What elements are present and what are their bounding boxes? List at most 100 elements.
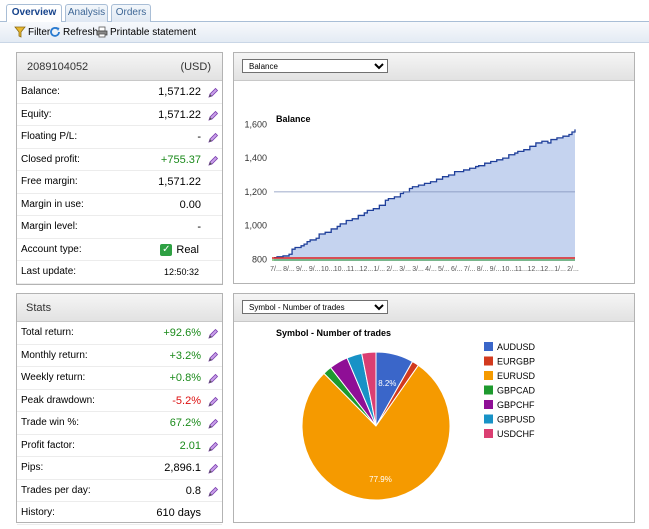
legend-label: GBPCHF: [497, 400, 535, 410]
stats-row-label: Profit factor:: [21, 439, 75, 451]
stats-header: Stats: [17, 294, 222, 322]
edit-pencil-button[interactable]: [207, 417, 219, 440]
account-row-value: -: [197, 221, 201, 233]
edit-pencil-button[interactable]: [207, 109, 219, 132]
stats-row: Total return: +92.6%: [17, 322, 222, 345]
edit-pencil-button[interactable]: [207, 485, 219, 508]
account-row-label: Free margin:: [21, 176, 78, 187]
edit-pencil-button[interactable]: [207, 372, 219, 395]
edit-pencil-icon[interactable]: [207, 155, 219, 167]
stats-row-value: +92.6%: [163, 327, 201, 339]
edit-pencil-button[interactable]: [207, 154, 219, 177]
stats-row: Profit factor: 2.01: [17, 435, 222, 457]
refresh-label: Refresh: [63, 27, 99, 38]
account-type-value: Real: [176, 243, 199, 256]
stats-row-value: -5.2%: [172, 394, 201, 407]
x-tick-label: 1/...: [554, 266, 566, 273]
balance-chart-title: Balance: [276, 114, 311, 124]
account-row: Closed profit: +755.37: [17, 149, 222, 171]
legend-swatch: [484, 385, 493, 395]
edit-pencil-button[interactable]: [207, 395, 219, 418]
edit-pencil-icon[interactable]: [207, 132, 219, 144]
account-row-label: Margin in use:: [21, 198, 84, 210]
stats-row-value: +3.2%: [169, 349, 202, 362]
account-row-value: 1,571.22: [158, 86, 201, 98]
x-tick-label: 9/...: [490, 266, 502, 273]
refresh-icon: [50, 27, 60, 38]
edit-pencil-button[interactable]: [207, 350, 219, 373]
pie-slice-usdchf: [361, 351, 377, 427]
stats-row-value: 2,896.1: [164, 462, 201, 474]
stats-row: Pips: 2,896.1: [17, 457, 222, 480]
x-tick-label: 9/...: [309, 266, 321, 273]
x-tick-label: 12...: [360, 266, 374, 273]
account-row: Balance: 1,571.22: [17, 81, 222, 104]
edit-pencil-button[interactable]: [207, 131, 219, 154]
pie-panel: Symbol - Number of trades Symbol - Numbe…: [233, 293, 635, 523]
edit-pencil-icon[interactable]: [207, 351, 219, 363]
edit-pencil-icon[interactable]: [207, 463, 219, 475]
pie-chart: Symbol - Number of trades 8.2% 77.9% AUDUSD…: [276, 328, 536, 501]
x-tick-label: 9/...: [296, 266, 308, 273]
edit-pencil-button[interactable]: [207, 86, 219, 109]
edit-pencil-icon[interactable]: [207, 373, 219, 385]
edit-pencil-button[interactable]: [207, 327, 219, 350]
balance-panel: Balance Balance 800 1,000 1,200 1,400 1,600 7/…: [233, 52, 635, 284]
stats-row-label: Peak drawdown:: [21, 394, 95, 406]
stats-row-value: 2.01: [179, 439, 201, 452]
y-tick-label: 1,200: [244, 187, 267, 197]
tab-orders[interactable]: Orders: [111, 4, 151, 22]
filter-label: Filter: [28, 27, 51, 38]
edit-pencil-icon[interactable]: [207, 110, 219, 122]
pie-panel-header: Symbol - Number of trades: [234, 294, 634, 322]
x-tick-label: 7/...: [270, 266, 282, 273]
balance-chart-selector[interactable]: Balance: [242, 59, 388, 73]
stats-row: Trade win %: 67.2%: [17, 412, 222, 435]
account-currency: (USD): [180, 61, 211, 73]
account-row-value: 12:50:32: [163, 267, 199, 277]
legend-label: AUDUSD: [497, 342, 536, 352]
edit-pencil-button[interactable]: [207, 462, 219, 485]
edit-pencil-icon[interactable]: [207, 418, 219, 430]
x-tick-label: 11...: [347, 266, 360, 273]
stats-panel: Stats Total return: +92.6% Monthly return:…: [16, 293, 223, 525]
account-rows: Balance: 1,571.22 Equity: 1,571.22 Floating …: [17, 81, 222, 284]
tab-overview[interactable]: Overview: [6, 4, 62, 23]
edit-pencil-icon[interactable]: [207, 441, 219, 453]
legend-swatch: [484, 356, 493, 366]
edit-pencil-icon[interactable]: [207, 486, 219, 498]
filter-button[interactable]: Filter: [14, 25, 50, 40]
y-tick-label: 800: [252, 254, 267, 264]
y-tick-label: 1,400: [244, 153, 267, 163]
balance-line: [274, 129, 576, 259]
account-row-label: Last update:: [21, 266, 77, 277]
x-tick-label: 12...: [527, 266, 541, 273]
edit-pencil-icon[interactable]: [207, 328, 219, 340]
x-tick-label: 10...: [502, 266, 516, 273]
filter-icon: [14, 26, 26, 39]
stats-row-label: Trade win %:: [21, 417, 79, 428]
stats-row: Weekly return: +0.8%: [17, 367, 222, 390]
legend-label: GBPUSD: [497, 415, 536, 425]
legend-swatch: [484, 371, 493, 380]
x-tick-label: 8/...: [477, 266, 489, 273]
pie-chart-selector[interactable]: Symbol - Number of trades: [242, 300, 388, 314]
stats-row-value: 0.8: [185, 484, 201, 497]
account-number: 2089104052: [27, 61, 89, 73]
toolbar: Filter Refresh Printable statement: [0, 22, 649, 43]
account-row-value: -: [197, 131, 201, 143]
edit-pencil-icon[interactable]: [207, 87, 219, 99]
account-row: Floating P/L: -: [17, 126, 222, 149]
legend-swatch: [484, 342, 493, 351]
x-tick-label: 3/...: [399, 266, 411, 273]
printer-icon: [96, 26, 108, 38]
tab-analysis[interactable]: Analysis: [65, 4, 108, 22]
edit-pencil-icon[interactable]: [207, 396, 219, 408]
refresh-button[interactable]: Refresh: [49, 25, 98, 40]
stats-row: Peak drawdown: -5.2%: [17, 390, 222, 412]
stats-row-label: History:: [21, 507, 55, 518]
printable-statement-button[interactable]: Printable statement: [96, 25, 196, 40]
account-row-value: 1,571.22: [158, 108, 201, 121]
edit-pencil-button[interactable]: [207, 440, 219, 463]
stats-row-value: 610 days: [156, 507, 201, 519]
